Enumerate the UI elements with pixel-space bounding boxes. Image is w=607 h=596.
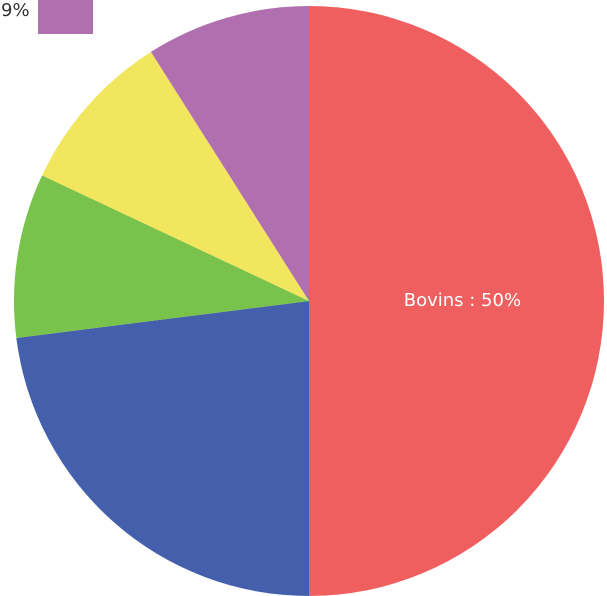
tooltip-swatch — [38, 0, 93, 34]
pie-slice — [150, 6, 309, 301]
pie: Bovins : 50% — [13, 6, 604, 596]
tooltip-text: 9% — [1, 0, 30, 21]
tooltip: 9% — [0, 0, 93, 34]
pie-slice — [42, 51, 309, 301]
pie-slice — [16, 301, 309, 596]
pie-slice — [309, 6, 604, 596]
slice-label: Bovins : 50% — [404, 290, 521, 311]
pie-slice — [13, 175, 309, 338]
